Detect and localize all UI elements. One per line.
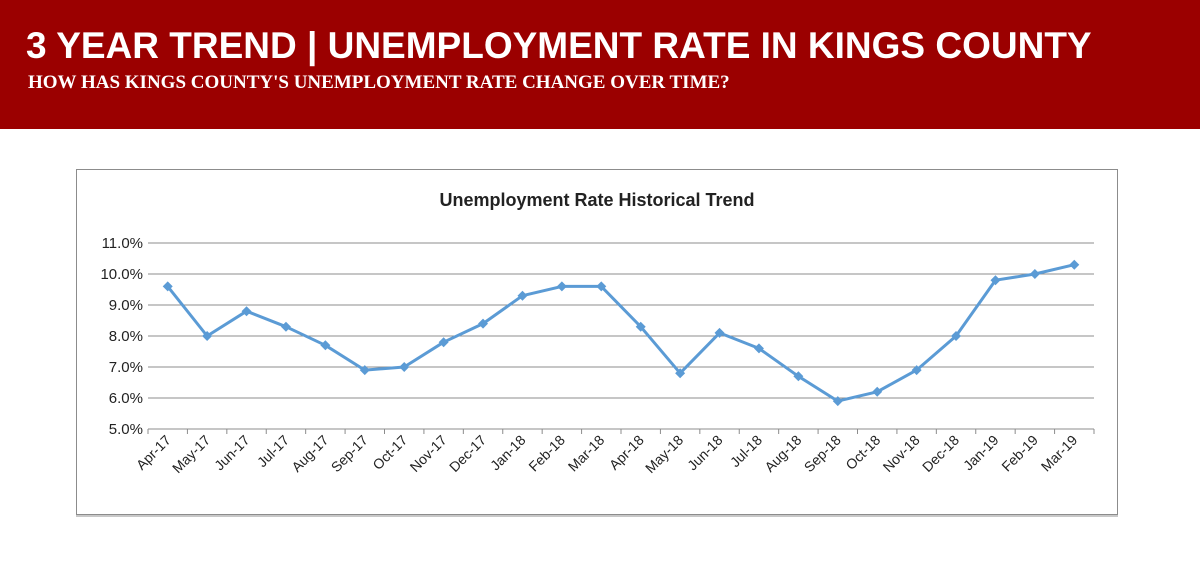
line-chart: 5.0%6.0%7.0%8.0%9.0%10.0%11.0%Apr-17May-…: [100, 235, 1095, 476]
data-point: [359, 365, 370, 376]
y-tick-label: 11.0%: [102, 235, 143, 252]
x-tick-label: Mar-18: [565, 432, 608, 475]
x-tick-label: Jul-17: [254, 432, 292, 470]
y-tick-label: 9.0%: [109, 297, 143, 314]
y-tick-label: 7.0%: [109, 359, 143, 376]
data-point: [1029, 269, 1040, 279]
x-tick-label: Dec-18: [919, 432, 962, 475]
chart-container: Unemployment Rate Historical Trend 5.0% 6…: [76, 169, 1118, 515]
x-tick-label: Jul-18: [727, 432, 765, 470]
data-point: [202, 331, 213, 341]
x-tick-label: Sep-17: [328, 432, 371, 475]
y-tick-label: 6.0%: [109, 390, 143, 407]
data-point: [438, 337, 449, 348]
x-tick-label: Oct-17: [369, 432, 410, 473]
x-tick-label: Jun-18: [684, 432, 726, 474]
x-tick-label: Oct-18: [842, 432, 883, 473]
x-tick-label: Aug-17: [288, 432, 331, 475]
x-tick-label: Jan-18: [487, 432, 529, 474]
data-point: [832, 396, 843, 407]
y-tick-label: 10.0%: [100, 266, 143, 283]
x-tick-label: Nov-18: [880, 432, 923, 475]
x-tick-label: Mar-19: [1038, 432, 1081, 475]
data-point: [517, 290, 528, 301]
data-point: [162, 281, 173, 292]
data-point: [793, 371, 804, 382]
data-point: [753, 343, 764, 354]
x-tick-label: Feb-18: [525, 432, 568, 475]
data-point: [911, 365, 922, 376]
x-tick-label: Jun-17: [211, 432, 253, 474]
data-point: [399, 362, 410, 372]
data-point: [675, 368, 686, 379]
x-tick-label: May-18: [642, 432, 686, 476]
chart-title: Unemployment Rate Historical Trend: [439, 190, 755, 210]
data-point: [872, 386, 883, 397]
data-point: [241, 306, 252, 317]
y-tick-label: 5.0%: [109, 421, 143, 438]
data-point: [951, 331, 962, 341]
data-point: [990, 275, 1001, 286]
data-point: [1069, 259, 1080, 270]
x-tick-label: Aug-18: [761, 432, 804, 475]
x-tick-label: Apr-18: [606, 432, 647, 473]
x-tick-label: May-17: [169, 432, 213, 476]
page-subtitle: HOW HAS KINGS COUNTY'S UNEMPLOYMENT RATE…: [28, 72, 730, 93]
x-tick-label: Nov-17: [407, 432, 450, 475]
page-title: 3 YEAR TREND | UNEMPLOYMENT RATE IN KING…: [26, 25, 1092, 66]
series-line: [166, 263, 1075, 403]
data-point: [556, 281, 567, 292]
y-tick-label: 8.0%: [109, 328, 143, 345]
data-point: [280, 321, 291, 332]
data-point: [635, 321, 646, 332]
x-tick-label: Feb-19: [998, 432, 1041, 475]
x-tick-label: Sep-18: [801, 432, 844, 475]
header-banner: 3 YEAR TREND | UNEMPLOYMENT RATE IN KING…: [0, 0, 1200, 129]
data-point: [596, 281, 607, 292]
x-tick-label: Jan-19: [960, 432, 1002, 474]
data-point: [714, 327, 725, 338]
data-point: [320, 340, 331, 351]
data-point: [478, 318, 489, 329]
x-tick-label: Dec-17: [446, 432, 489, 475]
